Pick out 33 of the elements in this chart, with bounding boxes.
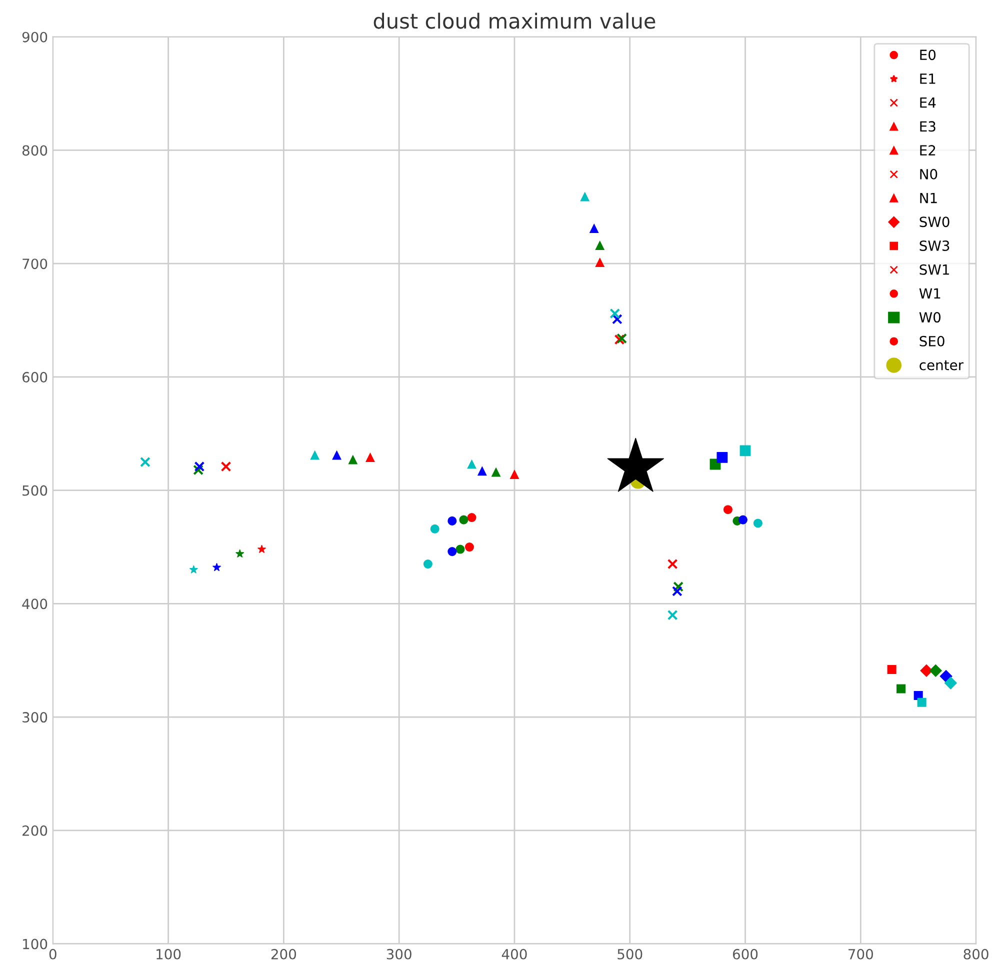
legend-label: SW1 [920,264,949,275]
y-tick-label: 300 [22,712,48,723]
x-tick-label: 800 [964,948,988,960]
legend-label: E2 [920,145,936,156]
y-tick-label: 400 [22,598,48,610]
legend-label: SW3 [920,240,950,251]
legend-label: E0 [920,50,936,60]
y-tick-label: 800 [22,145,48,156]
legend-label: center [920,360,964,370]
legend-label: E4 [920,98,936,108]
x-tick-label: 100 [156,948,181,960]
x-tick-label: 600 [732,948,758,960]
legend-label: E1 [920,74,936,84]
x-tick-label: 400 [502,948,527,960]
legend-label: N0 [920,168,938,180]
y-tick-label: 600 [22,372,48,382]
legend-label: N1 [920,192,937,204]
x-tick-label: 0 [49,948,56,960]
x-tick-label: 700 [848,948,873,960]
legend-label: SW0 [920,216,950,228]
y-tick-label: 200 [22,825,48,836]
y-tick-label: 100 [23,938,48,950]
legend-label: SE0 [920,336,944,346]
y-tick-label: 500 [22,485,48,496]
chart-title: dust cloud maximum value [374,12,656,29]
legend-label: W0 [919,312,941,323]
y-tick-label: 900 [22,32,48,42]
legend-label: E3 [920,121,936,132]
x-tick-label: 300 [386,948,412,960]
legend-label: W1 [919,288,940,298]
x-tick-label: 200 [271,948,296,960]
x-tick-label: 500 [618,948,642,960]
y-tick-label: 700 [22,258,48,270]
